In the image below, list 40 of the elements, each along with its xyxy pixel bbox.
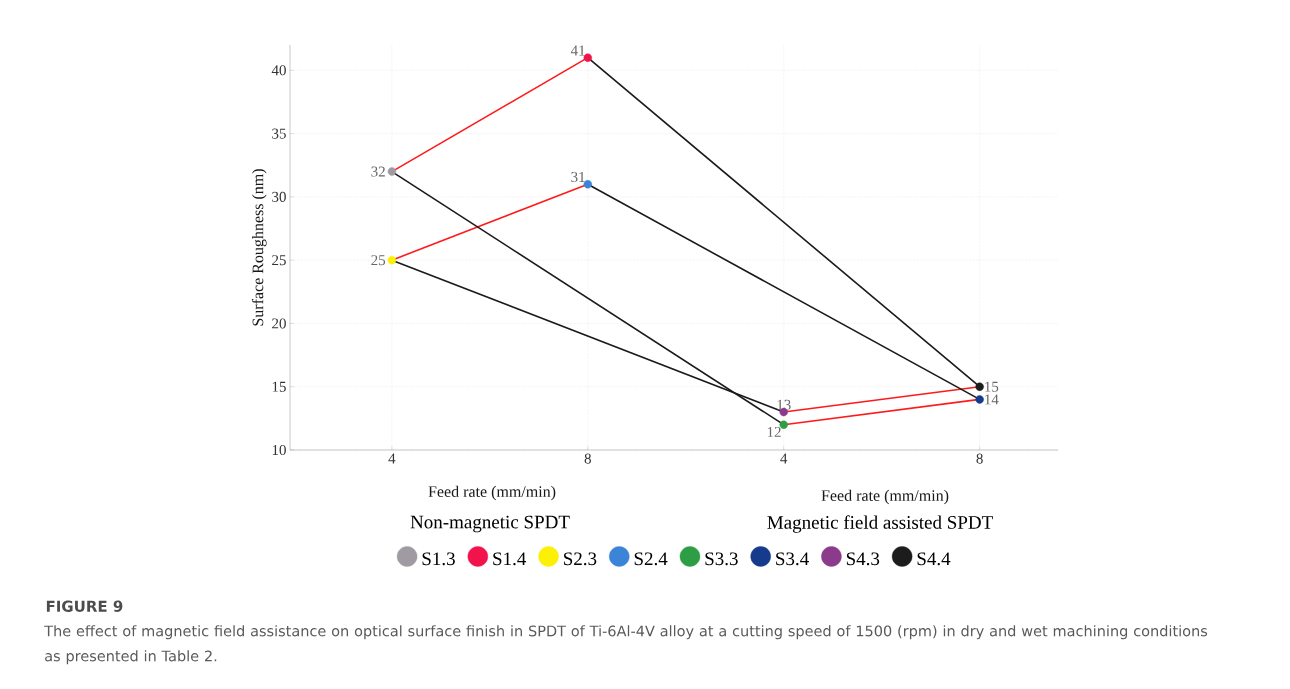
x-tick-label: 4	[388, 453, 396, 464]
point	[387, 167, 397, 176]
data-label: 15	[985, 381, 999, 392]
legend-label: S2.3	[564, 552, 597, 566]
text: The effect of magnetic field assistance on optical surface finish in SPDT of Ti-6Al-4V alloy at a cutting speed of 1500 (rpm) in dry and wet machining conditions as presented in Table 2.	[44, 625, 1208, 665]
y-tick-label: 30	[272, 191, 286, 202]
x-tick-label: 8	[584, 453, 591, 464]
data-label: 12	[767, 426, 781, 437]
y-tick-label: 25	[272, 255, 286, 266]
point	[583, 53, 593, 62]
point	[779, 420, 788, 429]
data-label: 25	[371, 255, 386, 266]
legend-label: S4.4	[917, 552, 951, 566]
text: Non-magnetic SPDT	[410, 515, 570, 533]
data-label: 41	[570, 45, 585, 56]
legend-label: S1.3	[422, 552, 455, 566]
point	[975, 395, 984, 404]
y-tick-label: 20	[272, 318, 286, 329]
text: Feed rate (mm/min)	[821, 489, 949, 505]
y-tick-label: 15	[272, 381, 286, 392]
point	[975, 382, 984, 391]
legend-label: S2.4	[634, 552, 668, 566]
y-axis-title: Surface Roughness (nm)	[251, 169, 267, 326]
y-tick-label: 35	[272, 128, 286, 139]
data-label: 32	[371, 166, 385, 177]
legend-label: S3.3	[705, 552, 738, 566]
data-label: 14	[985, 394, 999, 405]
legend-label: S4.3	[846, 552, 880, 566]
y-tick-label: 10	[272, 444, 286, 456]
text: FIGURE 9	[46, 600, 123, 612]
y-tick-label: 40	[271, 65, 286, 76]
x-axis-title: Feed rate (mm/min)	[428, 485, 556, 501]
text: Magnetic field assisted SPDT	[767, 515, 993, 533]
point	[387, 255, 397, 265]
x-tick-label: 4	[780, 453, 788, 464]
legend-label: S1.4	[493, 552, 527, 566]
legend-label: S3.4	[776, 552, 809, 566]
x-tick-label: 8	[976, 453, 983, 464]
point	[583, 180, 593, 189]
data-label: 31	[571, 171, 585, 183]
